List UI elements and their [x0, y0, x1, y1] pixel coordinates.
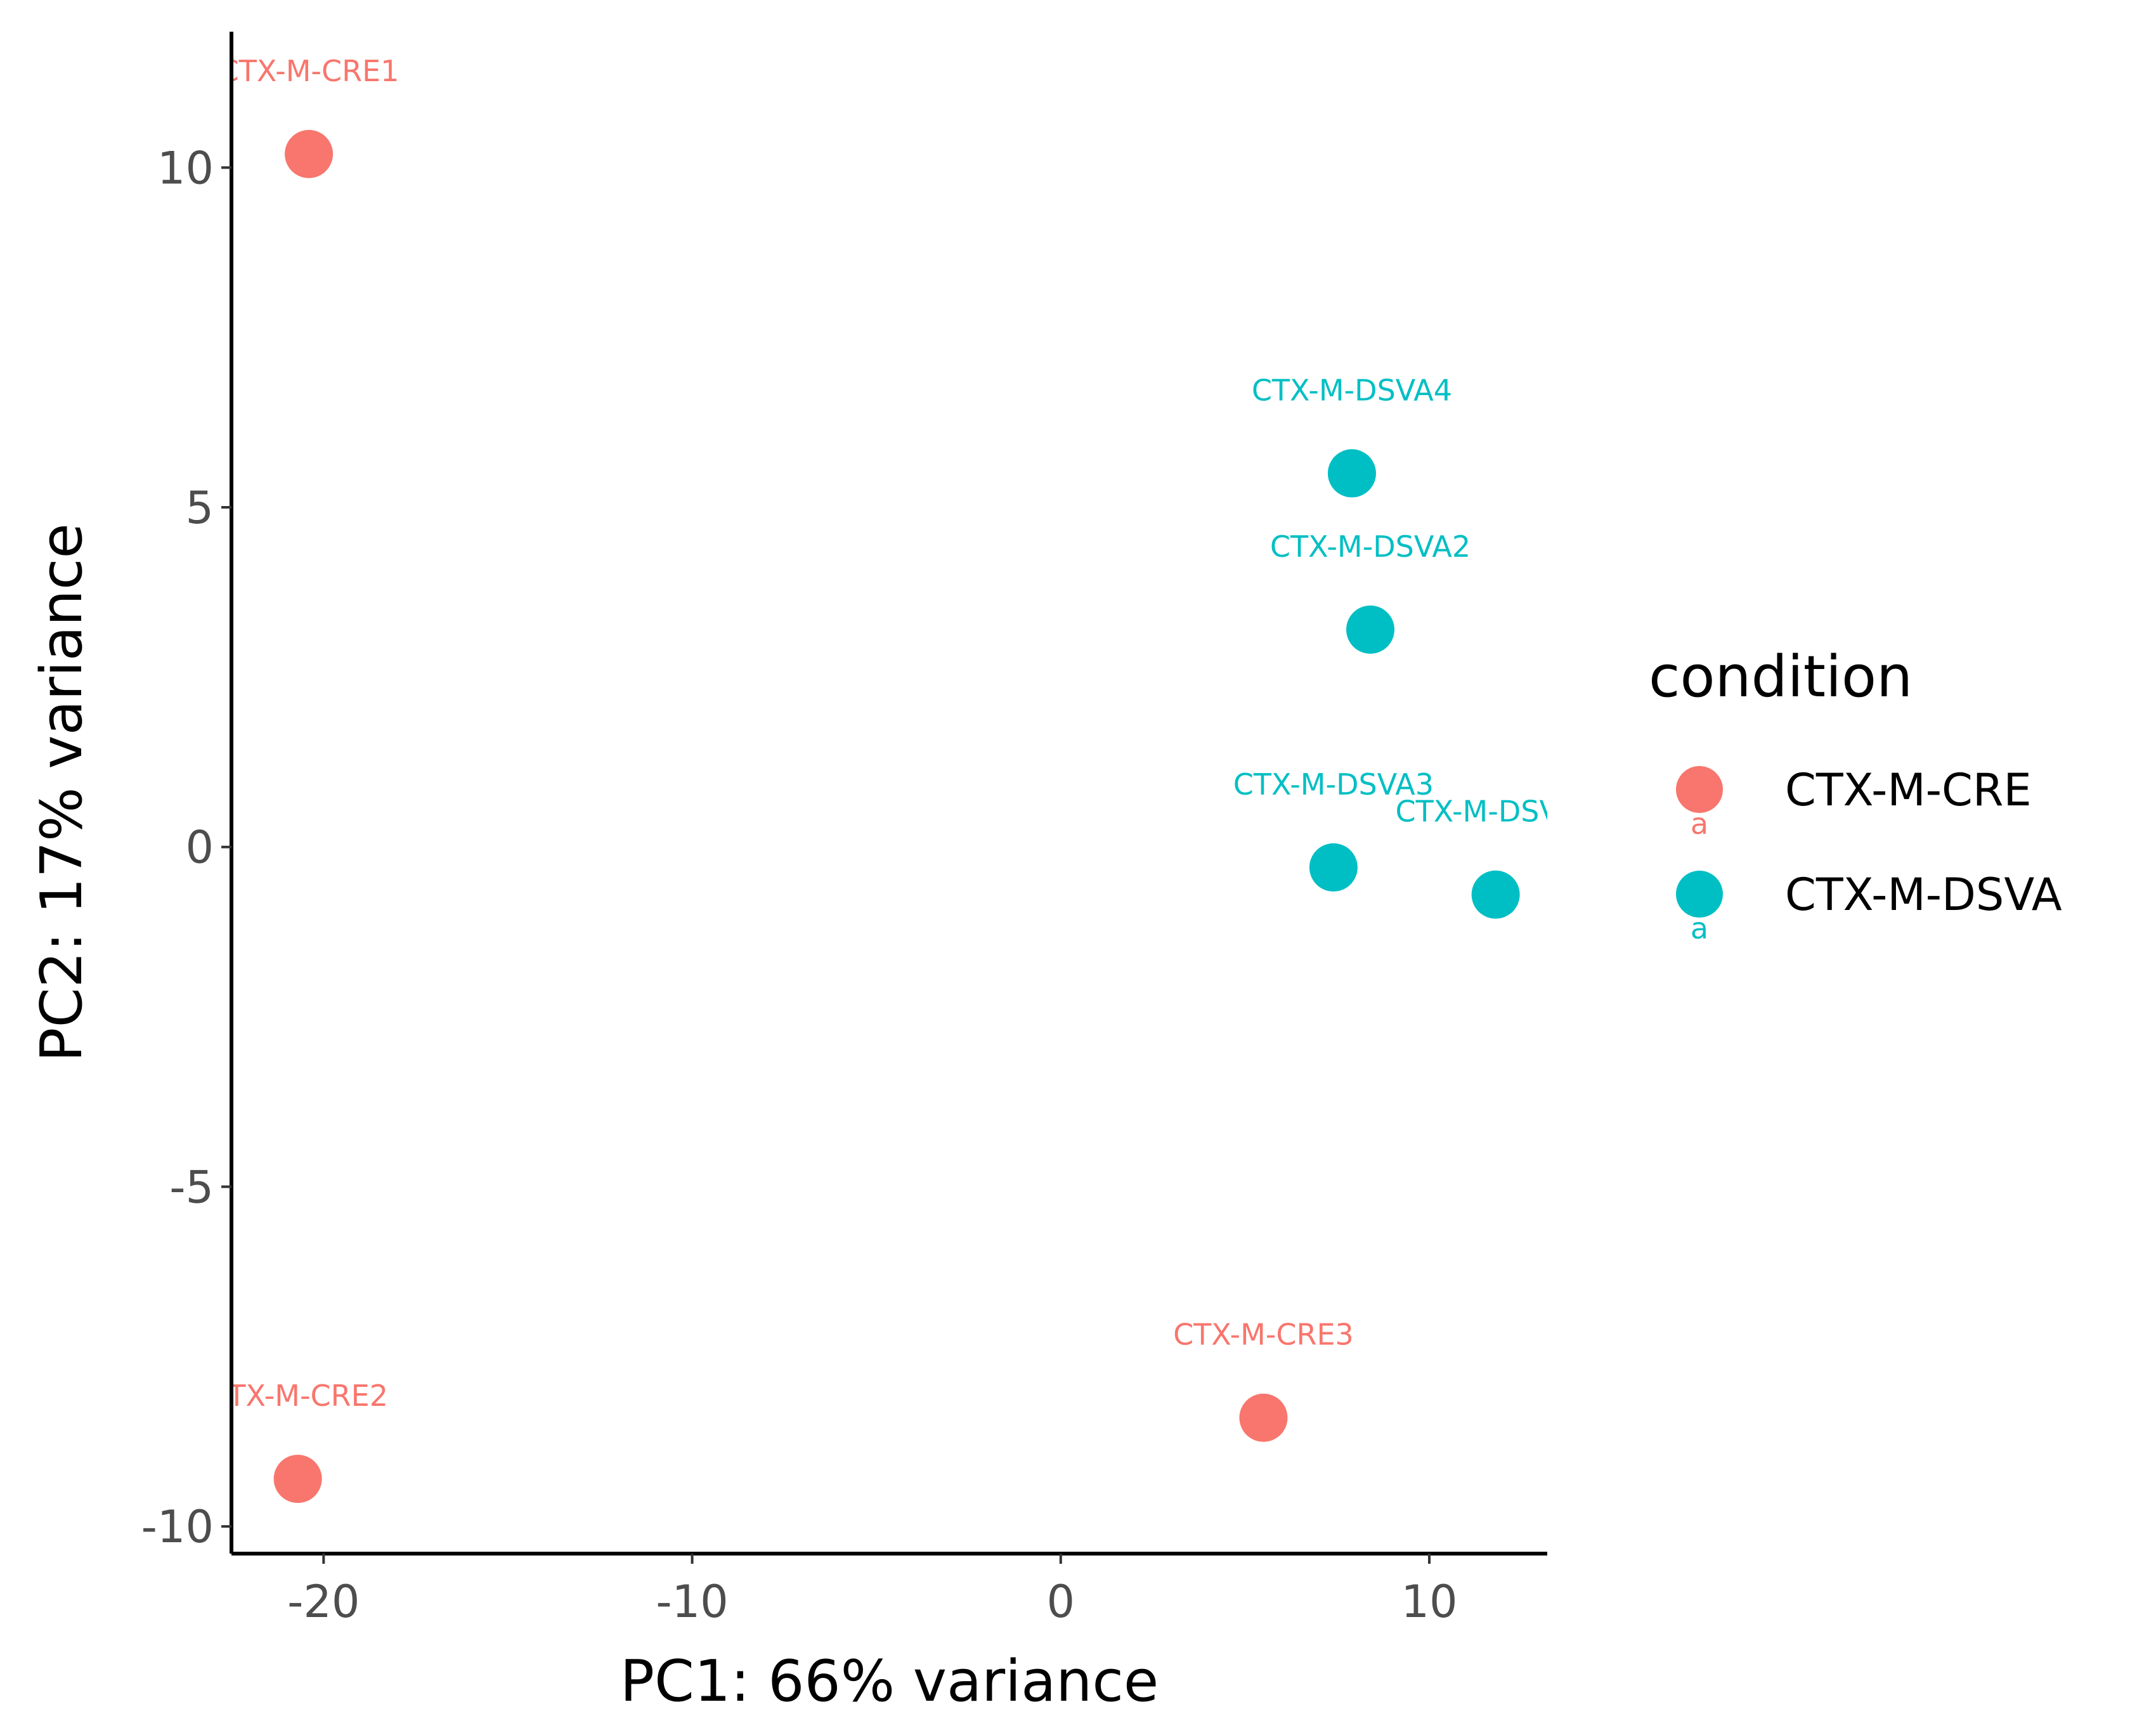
point-label: CTX-M-CRE2: [207, 1379, 388, 1413]
y-tick-label: -10: [141, 1501, 214, 1553]
x-axis-title: PC1: 66% variance: [620, 1648, 1159, 1715]
data-point: [1239, 1393, 1288, 1442]
point-label: CTX-M-DSVA4: [1252, 373, 1452, 407]
y-tick-label: 5: [185, 482, 214, 534]
legend-entry-label: CTX-M-CRE: [1785, 764, 2032, 816]
legend-key-dot: [1676, 871, 1723, 918]
y-axis-title: PC2: 17% variance: [29, 523, 95, 1062]
legend-key-letter: a: [1691, 911, 1708, 945]
point-label: CTX-M-CRE3: [1173, 1318, 1354, 1352]
data-point: [1309, 843, 1358, 892]
data-point: [1346, 605, 1395, 654]
point-label: CTX-M-CRE1: [219, 54, 399, 88]
data-point: [273, 1455, 322, 1504]
x-tick-label: -20: [287, 1576, 360, 1628]
point-label: CTX-M-DSVA1: [1396, 795, 1596, 829]
point-label: CTX-M-DSVA2: [1270, 529, 1471, 564]
x-tick-label: 10: [1401, 1576, 1457, 1628]
y-tick-label: 10: [157, 142, 214, 194]
data-point: [1471, 870, 1520, 919]
legend-key-letter: a: [1691, 807, 1708, 841]
legend-entry-label: CTX-M-DSVA: [1785, 869, 2062, 921]
axes-layer: -20 -10 0 10 -10 -5 0 5 10 PC1: 66% variance PC2: …: [29, 32, 1547, 1715]
x-tick-label: 0: [1046, 1576, 1075, 1628]
legend-title: condition: [1649, 644, 1912, 710]
y-tick-label: 0: [185, 822, 214, 874]
data-point: [1327, 449, 1376, 498]
legend-key-dot: [1676, 766, 1723, 813]
points-layer: CTX-M-CRE1 CTX-M-CRE2 CTX-M-CRE3 CTX-M-DSVA…: [207, 54, 1596, 1504]
legend: condition a CTX-M-CRE a CTX-M-DSVA: [1649, 644, 2062, 945]
data-point: [285, 129, 334, 178]
y-tick-label: -5: [169, 1161, 214, 1213]
x-tick-label: -10: [656, 1576, 728, 1628]
point-label: CTX-M-DSVA3: [1233, 767, 1434, 802]
